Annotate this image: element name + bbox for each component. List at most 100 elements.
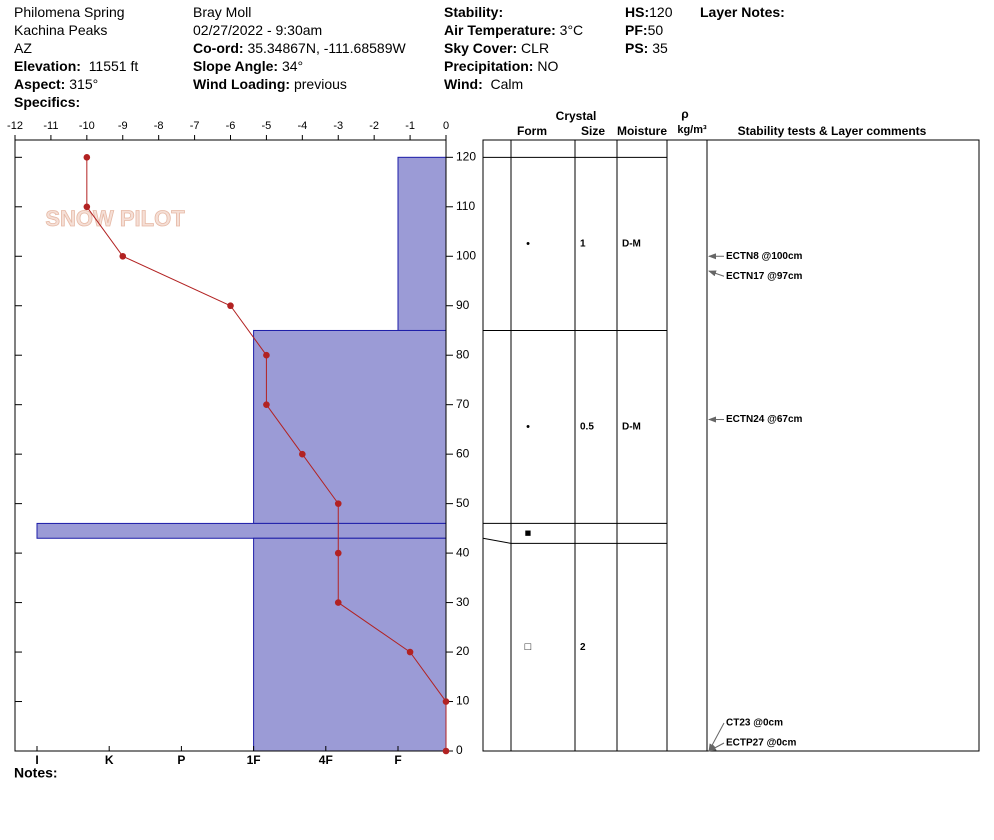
x-tick-label: -4	[297, 120, 307, 132]
pf: PF:50	[625, 21, 663, 39]
observer: Bray Moll	[193, 4, 252, 20]
field-label: Layer Notes:	[700, 4, 785, 20]
layer-notes: Layer Notes:	[700, 3, 785, 21]
header: Philomena Spring Kachina Peaks AZ Elevat…	[0, 0, 994, 110]
test-label: CT23 @0cm	[726, 718, 783, 729]
y-tick-label: 70	[456, 397, 470, 411]
y-tick-label: 60	[456, 446, 470, 460]
field-label: Precipitation:	[444, 58, 534, 74]
moisture: D-M	[622, 239, 641, 250]
x-tick-label: -11	[43, 120, 58, 132]
x-tick-label: -7	[190, 120, 200, 132]
field-value: 3°C	[559, 22, 584, 38]
grain-form: •	[526, 238, 530, 250]
temperature-point	[83, 154, 91, 161]
state: AZ	[14, 40, 32, 56]
test-arrow	[708, 270, 725, 277]
field-label: Stability:	[444, 4, 504, 20]
temperature-point	[299, 450, 306, 458]
temperature-point	[406, 648, 414, 656]
hardness-label: 1F	[247, 753, 261, 767]
temperature-point	[227, 302, 234, 310]
grain-size: 2	[580, 642, 586, 653]
table-header: ρ	[681, 107, 688, 121]
field-value: 315°	[69, 76, 99, 92]
area: Kachina Peaks	[14, 22, 108, 38]
air-temp: Air Temperature: 3°C	[444, 21, 583, 39]
x-tick-label: -2	[369, 120, 379, 132]
temperature-point	[334, 549, 342, 557]
table-header: Size	[581, 124, 605, 138]
stability: Stability:	[444, 3, 503, 21]
x-tick-label: -1	[405, 120, 415, 132]
field-label: Air Temperature:	[444, 22, 556, 38]
field-label: PS:	[625, 40, 649, 56]
field-value: Calm	[490, 76, 524, 92]
y-tick-label: 100	[456, 248, 476, 262]
field-label: PF:	[625, 22, 648, 38]
field-value: 11551 ft	[88, 58, 139, 74]
y-tick-label: 120	[456, 149, 476, 163]
y-tick-label: 90	[456, 298, 470, 312]
test-label: ECTN8 @100cm	[726, 251, 803, 262]
y-tick-label: 110	[456, 199, 475, 213]
y-tick-label: 50	[456, 496, 470, 510]
layer-boundary	[482, 537, 667, 544]
field-label: Aspect:	[14, 76, 66, 92]
y-tick-label: 20	[456, 644, 470, 658]
temperature-point	[442, 747, 450, 755]
table-header: Crystal	[556, 109, 597, 123]
grain-size: 0.5	[580, 422, 594, 433]
field-label: Co-ord:	[193, 40, 244, 56]
temperature-point	[83, 203, 91, 211]
slope: Slope Angle: 34°	[193, 57, 303, 75]
datetime: 02/27/2022 - 9:30am	[193, 22, 323, 38]
temperature-point	[263, 401, 270, 408]
y-tick-label: 0	[456, 743, 463, 757]
test-label: ECTN24 @67cm	[726, 414, 803, 425]
field-value: 35.34867N, -111.68589W	[247, 40, 406, 56]
wind-loading: Wind Loading: previous	[193, 75, 347, 93]
field-label: Wind Loading:	[193, 76, 291, 92]
coord: Co-ord: 35.34867N, -111.68589W	[193, 39, 406, 57]
hardness-label: F	[394, 753, 401, 767]
x-tick-label: -10	[79, 120, 95, 132]
precip: Precipitation: NO	[444, 57, 558, 75]
field-value: 35	[652, 40, 668, 56]
y-tick-label: 80	[456, 347, 470, 361]
grain-size: 1	[580, 239, 586, 250]
temperature-point	[263, 351, 270, 359]
field-value: 34°	[281, 58, 304, 74]
temperature-point	[334, 500, 342, 507]
hardness-label: K	[105, 753, 114, 767]
grain-form: ■	[525, 527, 532, 539]
x-tick-label: -5	[262, 120, 272, 132]
test-label: ECTP27 @0cm	[726, 738, 796, 749]
table-frame	[482, 139, 980, 752]
table-header: Form	[517, 124, 547, 138]
moisture: D-M	[622, 422, 641, 433]
x-tick-label: -8	[154, 120, 164, 132]
temperature-point	[119, 252, 127, 260]
test-label: ECTN17 @97cm	[726, 271, 803, 282]
field-value: 120	[649, 4, 673, 20]
hardness-label: I	[35, 753, 38, 767]
hardness-bar	[253, 537, 447, 752]
field-label: Slope Angle:	[193, 58, 279, 74]
notes-label: Notes:	[14, 765, 58, 781]
field-label: Sky Cover:	[444, 40, 518, 56]
grain-form: •	[526, 421, 530, 433]
test-arrow	[708, 742, 725, 752]
y-tick-label: 40	[456, 545, 470, 559]
sky: Sky Cover: CLR	[444, 39, 549, 57]
hardness-label: P	[177, 753, 185, 767]
hardness-bar	[36, 522, 447, 539]
ps: PS: 35	[625, 39, 668, 57]
x-tick-label: 0	[443, 120, 449, 132]
elevation: Elevation: 11551 ft	[14, 57, 138, 75]
field-value: CLR	[521, 40, 550, 56]
hardness-bar	[397, 156, 447, 331]
hardness-bar	[253, 329, 447, 524]
wind: Wind: Calm	[444, 75, 523, 93]
x-tick-label: -9	[118, 120, 128, 132]
